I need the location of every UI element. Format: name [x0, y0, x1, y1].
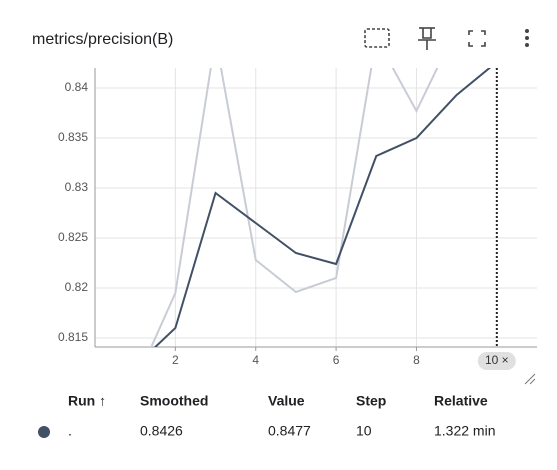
resize-handle[interactable]: [524, 373, 536, 385]
column-header: Smoothed: [140, 393, 208, 409]
x-tick-label: 4: [252, 353, 259, 367]
series-line: [150, 68, 439, 347]
column-header: Run ↑: [68, 393, 106, 409]
table-cell: 0.8426: [140, 423, 183, 439]
pin-button[interactable]: [418, 27, 436, 50]
table-cell: .: [68, 423, 72, 439]
table-cell: 1.322 min: [434, 423, 495, 439]
fit-domain-button[interactable]: [364, 28, 390, 48]
table: Run ↑ Smoothed Value Step Relative. 0.8426 0.8…: [38, 393, 495, 439]
y-tick-label: 0.82: [65, 280, 89, 294]
series-line: [153, 68, 492, 347]
card-title: metrics/precision(B): [32, 31, 173, 48]
toolbar: [364, 27, 486, 50]
column-header: Relative: [434, 393, 488, 409]
column-header: Value: [268, 393, 305, 409]
x-tick-label: 6: [333, 353, 340, 367]
grid: [95, 68, 537, 347]
y-tick-label: 0.83: [65, 180, 89, 194]
labels: 0.815 0.82 0.825 0.83 0.835 0.84 2 4 6 8 10 ×: [58, 68, 516, 370]
y-tick-label: 0.835: [58, 130, 88, 144]
table-cell: 0.8477: [268, 423, 311, 439]
column-header: Step: [356, 393, 386, 409]
y-tick-label: 0.825: [58, 230, 88, 244]
more-button[interactable]: [525, 29, 529, 47]
x-tick-label: 2: [172, 353, 179, 367]
fullscreen-button[interactable]: [468, 30, 486, 47]
y-tick-label: 0.84: [65, 80, 89, 94]
plot: [150, 68, 492, 347]
table-cell: 10: [356, 423, 372, 439]
step-badge[interactable]: [477, 352, 516, 370]
run-color: [38, 426, 50, 438]
step-badge-label: 10 ×: [485, 353, 509, 367]
y-tick-label: 0.815: [58, 330, 88, 344]
x-tick-label: 8: [413, 353, 420, 367]
